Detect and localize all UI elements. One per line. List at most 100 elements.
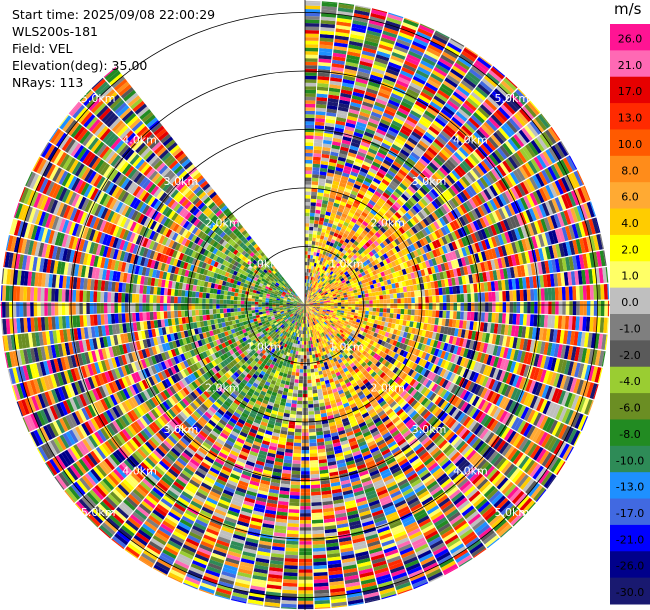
- gate-997: [386, 186, 395, 194]
- gate-426: [365, 33, 381, 41]
- gate-4808: [307, 386, 313, 391]
- gate-2370: [379, 299, 384, 304]
- gate-4983: [297, 390, 303, 394]
- gate-1093: [412, 166, 422, 175]
- gate-991: [374, 203, 382, 211]
- gate-1025: [442, 105, 455, 116]
- gate-1489: [334, 281, 339, 286]
- gate-2227: [485, 271, 491, 282]
- gate-54: [305, 110, 315, 115]
- gate-1567: [308, 300, 313, 303]
- gate-4967: [302, 334, 305, 338]
- gate-1550: [507, 156, 519, 169]
- gate-669: [385, 105, 397, 114]
- gate-993: [378, 197, 386, 205]
- gate-2287: [393, 293, 398, 299]
- gate-2656: [465, 320, 471, 330]
- gate-1837: [338, 289, 343, 293]
- gate-4728: [314, 410, 321, 415]
- gate-1795: [479, 217, 487, 229]
- gate-4936: [299, 530, 312, 535]
- gate-1024: [440, 108, 453, 119]
- gate-1848: [373, 274, 379, 280]
- gate-2424: [568, 286, 573, 301]
- gate-442: [312, 276, 315, 281]
- gate-82: [305, 12, 320, 17]
- gate-4966: [302, 330, 305, 335]
- gate-1280: [458, 146, 469, 158]
- gate-1929: [355, 285, 360, 290]
- gate-2490: [495, 302, 500, 313]
- gate-371: [323, 221, 329, 227]
- gate-539: [324, 244, 330, 249]
- gate-2644: [424, 316, 429, 324]
- gate-15: [305, 247, 308, 252]
- gate-2717: [374, 315, 380, 321]
- gate-1448: [458, 178, 468, 189]
- gate-1642: [530, 158, 541, 173]
- gate-537: [322, 250, 327, 256]
- gate-2688: [576, 331, 583, 347]
- gate-2505: [548, 301, 552, 315]
- gate-2467: [414, 303, 419, 310]
- gate-1835: [331, 292, 336, 295]
- gate-1128: [488, 69, 503, 83]
- gate-666: [381, 115, 393, 123]
- gate-129: [313, 153, 322, 158]
- gate-2663: [490, 323, 495, 334]
- gate-1302: [512, 91, 526, 106]
- gate-2629: [372, 311, 377, 316]
- gate-2146: [504, 256, 510, 268]
- gate-1512: [399, 234, 407, 242]
- gate-907: [374, 190, 382, 198]
- gate-682: [402, 63, 417, 73]
- gate-826: [377, 168, 387, 176]
- gate-1514: [405, 230, 413, 238]
- gate-677: [396, 79, 409, 89]
- gate-2699: [313, 306, 317, 308]
- gate-184: [309, 265, 312, 270]
- gate-999: [390, 180, 399, 188]
- gate-761: [403, 94, 416, 104]
- gate-2702: [323, 307, 327, 310]
- gate-2189: [354, 295, 359, 299]
- gate-2664: [493, 323, 499, 334]
- gate-2085: [588, 218, 596, 235]
- gate-2389: [446, 294, 451, 303]
- gate-180: [307, 279, 310, 284]
- gate-1671: [361, 271, 366, 277]
- gate-1218: [305, 301, 309, 305]
- gate-1090: [405, 174, 415, 183]
- gate-2406: [505, 290, 510, 302]
- gate-1055: [329, 270, 334, 276]
- gate-2313: [483, 282, 489, 292]
- gate-1870: [444, 243, 452, 253]
- gate-778: [429, 40, 445, 51]
- gate-1461: [494, 149, 505, 162]
- gate-210: [319, 174, 327, 180]
- gate-230: [326, 105, 338, 110]
- gate-299: [327, 168, 335, 174]
- gate-2080: [571, 223, 579, 239]
- gate-2335: [560, 272, 566, 286]
- gate-2010: [336, 294, 341, 298]
- gate-2248: [558, 258, 564, 272]
- gate-2008: [329, 296, 334, 299]
- gate-910: [379, 181, 388, 189]
- gate-255: [336, 17, 352, 24]
- gate-2547: [390, 308, 394, 314]
- gate-1083: [390, 193, 399, 202]
- gate-1068: [357, 235, 364, 241]
- gate-1558: [530, 139, 542, 154]
- gate-2252: [572, 255, 578, 270]
- gate-1295: [495, 109, 508, 122]
- gate-274: [312, 255, 316, 260]
- gate-758: [399, 104, 411, 113]
- gate-2074: [551, 229, 559, 244]
- gate-2291: [407, 291, 412, 298]
- gate-1635: [509, 171, 520, 185]
- gate-1423: [390, 233, 397, 241]
- gate-1703: [458, 216, 467, 227]
- gate-1537: [470, 183, 480, 194]
- gate-4711: [309, 351, 312, 356]
